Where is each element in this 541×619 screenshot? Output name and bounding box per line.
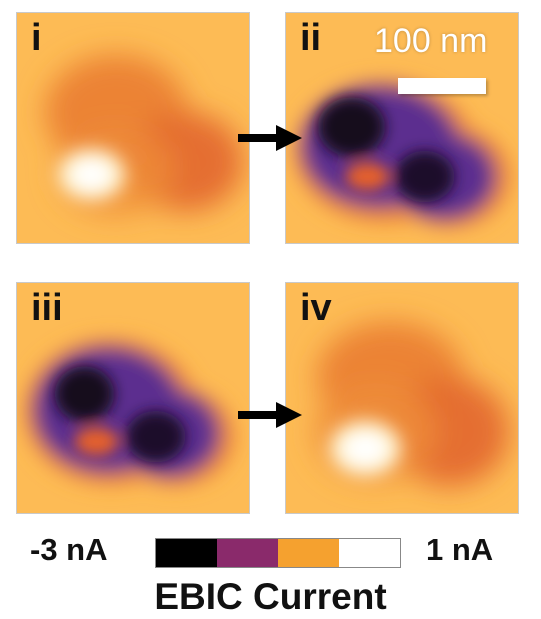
- colorbar-segment-black: [156, 539, 217, 567]
- scalebar-label: 100 nm: [374, 22, 488, 60]
- ebic-map-i: [17, 13, 249, 243]
- colorbar-title: EBIC Current: [154, 576, 387, 617]
- arrow-right-icon: [238, 125, 302, 151]
- panel-iii: iii: [16, 282, 250, 514]
- ebic-map-iii: [17, 283, 249, 513]
- ebic-map-iv: [286, 283, 518, 513]
- panel-label-ii: ii: [300, 17, 322, 59]
- panel-i: i: [16, 12, 250, 244]
- colorbar-max-label: 1 nA: [426, 532, 494, 567]
- colorbar-segment-white: [339, 539, 400, 567]
- panel-iv: iv: [285, 282, 519, 514]
- ebic-map-ii: [286, 13, 518, 243]
- panel-label-iv: iv: [300, 287, 332, 329]
- panel-ii: ii: [285, 12, 519, 244]
- scalebar: [398, 78, 486, 94]
- colorbar: [155, 538, 401, 568]
- panel-label-i: i: [31, 17, 42, 59]
- arrow-right-icon: [238, 402, 302, 428]
- colorbar-segment-purple: [217, 539, 278, 567]
- colorbar-min-label: -3 nA: [30, 532, 108, 567]
- colorbar-segment-orange: [278, 539, 339, 567]
- panel-label-iii: iii: [31, 287, 63, 329]
